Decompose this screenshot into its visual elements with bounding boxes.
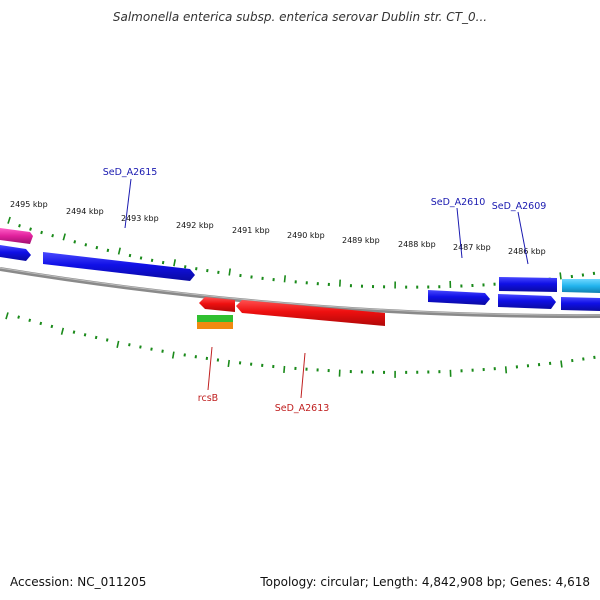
- outer-tick: [128, 253, 132, 258]
- gene-green[interactable]: [197, 315, 233, 322]
- leader-seD-a2610: [456, 207, 463, 259]
- map-title: Salmonella enterica subsp. enterica sero…: [113, 10, 487, 24]
- outer-tick: [228, 268, 231, 276]
- label-seD-a2610[interactable]: SeD_A2610: [431, 197, 486, 208]
- outer-tick: [106, 248, 110, 253]
- inner-tick: [128, 343, 131, 347]
- scale-label-2493: 2493 kbp: [121, 214, 159, 223]
- inner-scale-ticks: [5, 312, 596, 378]
- inner-tick: [139, 345, 142, 349]
- gene-seD-a2615[interactable]: [43, 252, 195, 281]
- outer-tick: [51, 233, 55, 238]
- inner-tick: [28, 318, 32, 323]
- outer-tick: [84, 243, 88, 247]
- outer-tick: [161, 260, 165, 265]
- label-seD-a2615[interactable]: SeD_A2615: [103, 167, 158, 178]
- inner-tick: [283, 365, 286, 374]
- inner-tick: [171, 351, 175, 359]
- outer-tick: [7, 216, 11, 224]
- leader-seD-a2609: [517, 211, 529, 265]
- outer-tick: [73, 240, 77, 244]
- forward-genes: [0, 228, 600, 311]
- leader-seD-a2615: [124, 178, 132, 229]
- label-seD-a2609[interactable]: SeD_A2609: [492, 201, 547, 212]
- scale-label-2492: 2492 kbp: [176, 221, 214, 230]
- scale-label-2489: 2489 kbp: [342, 236, 380, 245]
- outer-tick: [40, 230, 43, 235]
- inner-tick: [227, 359, 230, 368]
- accession-text: Accession: NC_011205: [10, 575, 146, 589]
- gene-blue-right[interactable]: [498, 294, 556, 309]
- inner-tick: [504, 366, 508, 374]
- inner-tick: [116, 340, 120, 348]
- inner-tick: [83, 333, 87, 337]
- outer-tick: [283, 275, 286, 283]
- inner-tick: [5, 312, 9, 320]
- gene-orange[interactable]: [197, 322, 233, 329]
- reverse-genes: [197, 297, 385, 329]
- scale-label-2490: 2490 kbp: [287, 231, 325, 240]
- gene-seD-a2613[interactable]: [236, 300, 385, 326]
- gene-blue-right-edge[interactable]: [561, 297, 600, 311]
- gene-seD-a2609[interactable]: [499, 277, 557, 292]
- label-seD-a2613[interactable]: SeD_A2613: [275, 403, 330, 414]
- gene-labels: SeD_A2615 SeD_A2610 SeD_A2609 rcsB SeD_A…: [103, 167, 547, 414]
- gene-rcsB[interactable]: [199, 297, 235, 312]
- label-leaders: [124, 178, 529, 399]
- genome-backbone: [0, 267, 600, 319]
- scale-label-2488: 2488 kbp: [398, 240, 436, 249]
- gene-magenta[interactable]: [0, 228, 33, 244]
- backbone-highlight: [0, 267, 600, 316]
- outer-scale-ticks: [7, 216, 596, 289]
- outer-tick: [29, 227, 32, 231]
- inner-tick: [150, 347, 153, 351]
- outer-tick: [195, 267, 198, 271]
- inner-tick: [105, 338, 109, 342]
- inner-tick: [161, 349, 164, 353]
- outer-tick: [150, 258, 154, 263]
- scale-label-2491: 2491 kbp: [232, 226, 270, 235]
- leader-seD-a2613: [300, 352, 306, 399]
- outer-tick: [95, 245, 99, 250]
- scale-label-2486: 2486 kbp: [508, 247, 546, 256]
- scale-label-2495: 2495 kbp: [10, 200, 48, 209]
- gene-cyan[interactable]: [562, 279, 600, 293]
- scale-label-2494: 2494 kbp: [66, 207, 104, 216]
- gene-blue-left-edge[interactable]: [0, 245, 31, 261]
- scale-label-2487: 2487 kbp: [453, 243, 491, 252]
- inner-tick: [17, 315, 21, 319]
- inner-tick: [72, 330, 76, 334]
- outer-tick: [183, 265, 187, 269]
- inner-tick: [60, 327, 65, 335]
- outer-tick: [18, 223, 21, 228]
- gene-seD-a2610[interactable]: [428, 290, 490, 305]
- scale-labels: 2495 kbp 2494 kbp 2493 kbp 2492 kbp 2491…: [10, 200, 546, 256]
- inner-tick: [94, 335, 98, 340]
- outer-tick: [173, 259, 176, 267]
- label-rcsB[interactable]: rcsB: [198, 393, 218, 404]
- outer-tick: [559, 272, 562, 280]
- outer-tick: [62, 233, 66, 241]
- outer-tick: [139, 256, 143, 260]
- inner-tick: [50, 324, 54, 329]
- inner-tick: [39, 321, 43, 326]
- outer-tick: [117, 247, 121, 255]
- leader-rcsB: [207, 346, 213, 391]
- inner-tick: [560, 360, 563, 368]
- genome-summary-text: Topology: circular; Length: 4,842,908 bp…: [259, 575, 590, 589]
